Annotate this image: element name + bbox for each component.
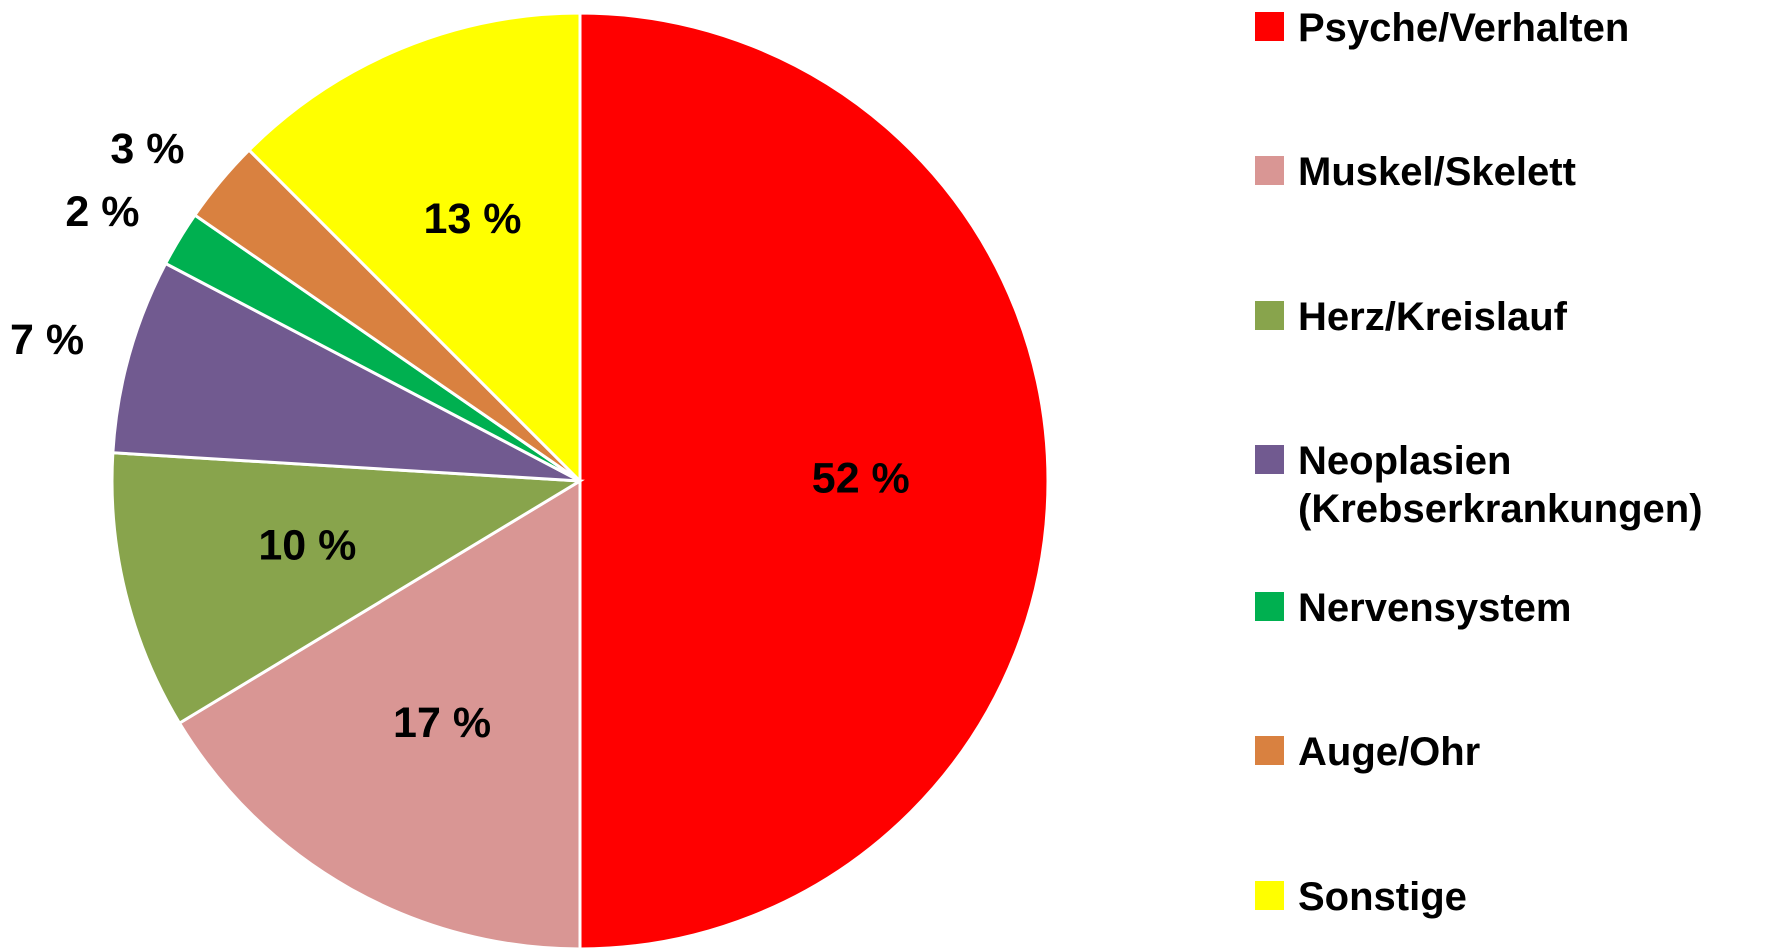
data-label: 13 % <box>424 195 522 243</box>
legend-label: Psyche/Verhalten <box>1298 6 1630 50</box>
legend-swatch <box>1255 445 1284 474</box>
legend-label: Neoplasien (Krebserkrankungen) <box>1298 439 1703 531</box>
data-label: 7 % <box>10 316 84 364</box>
legend-item: Nervensystem <box>1255 584 1760 632</box>
legend-item: Neoplasien (Krebserkrankungen) <box>1255 437 1760 533</box>
legend-label: Auge/Ohr <box>1298 730 1481 774</box>
pie-slice <box>246 11 582 485</box>
pie-slice <box>177 478 582 948</box>
data-label: 2 % <box>65 188 139 236</box>
legend-swatch <box>1255 12 1284 41</box>
data-label: 10 % <box>258 522 356 570</box>
data-label: 3 % <box>110 125 184 173</box>
legend-label: Muskel/Skelett <box>1298 150 1576 194</box>
legend-swatch <box>1255 156 1284 185</box>
data-label: 52 % <box>812 454 910 502</box>
legend-label: Sonstige <box>1298 875 1467 919</box>
pie-area: 52 % 17 % 10 % 7 % 2 % 3 % 13 % <box>10 11 1050 948</box>
legend-item: Muskel/Skelett <box>1255 148 1760 196</box>
legend-swatch <box>1255 736 1284 765</box>
legend-item: Auge/Ohr <box>1255 728 1760 776</box>
pie-slice <box>578 11 1050 948</box>
pie-slice <box>110 451 585 726</box>
legend-swatch <box>1255 592 1284 621</box>
legend-swatch <box>1255 301 1284 330</box>
legend-label: Nervensystem <box>1298 586 1572 630</box>
legend-swatch <box>1255 881 1284 910</box>
data-label: 17 % <box>393 699 491 747</box>
pie-slice <box>111 261 581 483</box>
legend: Psyche/Verhalten Muskel/Skelett Herz/Kreis… <box>1255 0 1760 948</box>
legend-item: Herz/Kreislauf <box>1255 293 1760 341</box>
legend-item: Psyche/Verhalten <box>1255 4 1760 52</box>
legend-label: Herz/Kreislauf <box>1298 295 1567 339</box>
legend-item: Sonstige <box>1255 873 1760 921</box>
